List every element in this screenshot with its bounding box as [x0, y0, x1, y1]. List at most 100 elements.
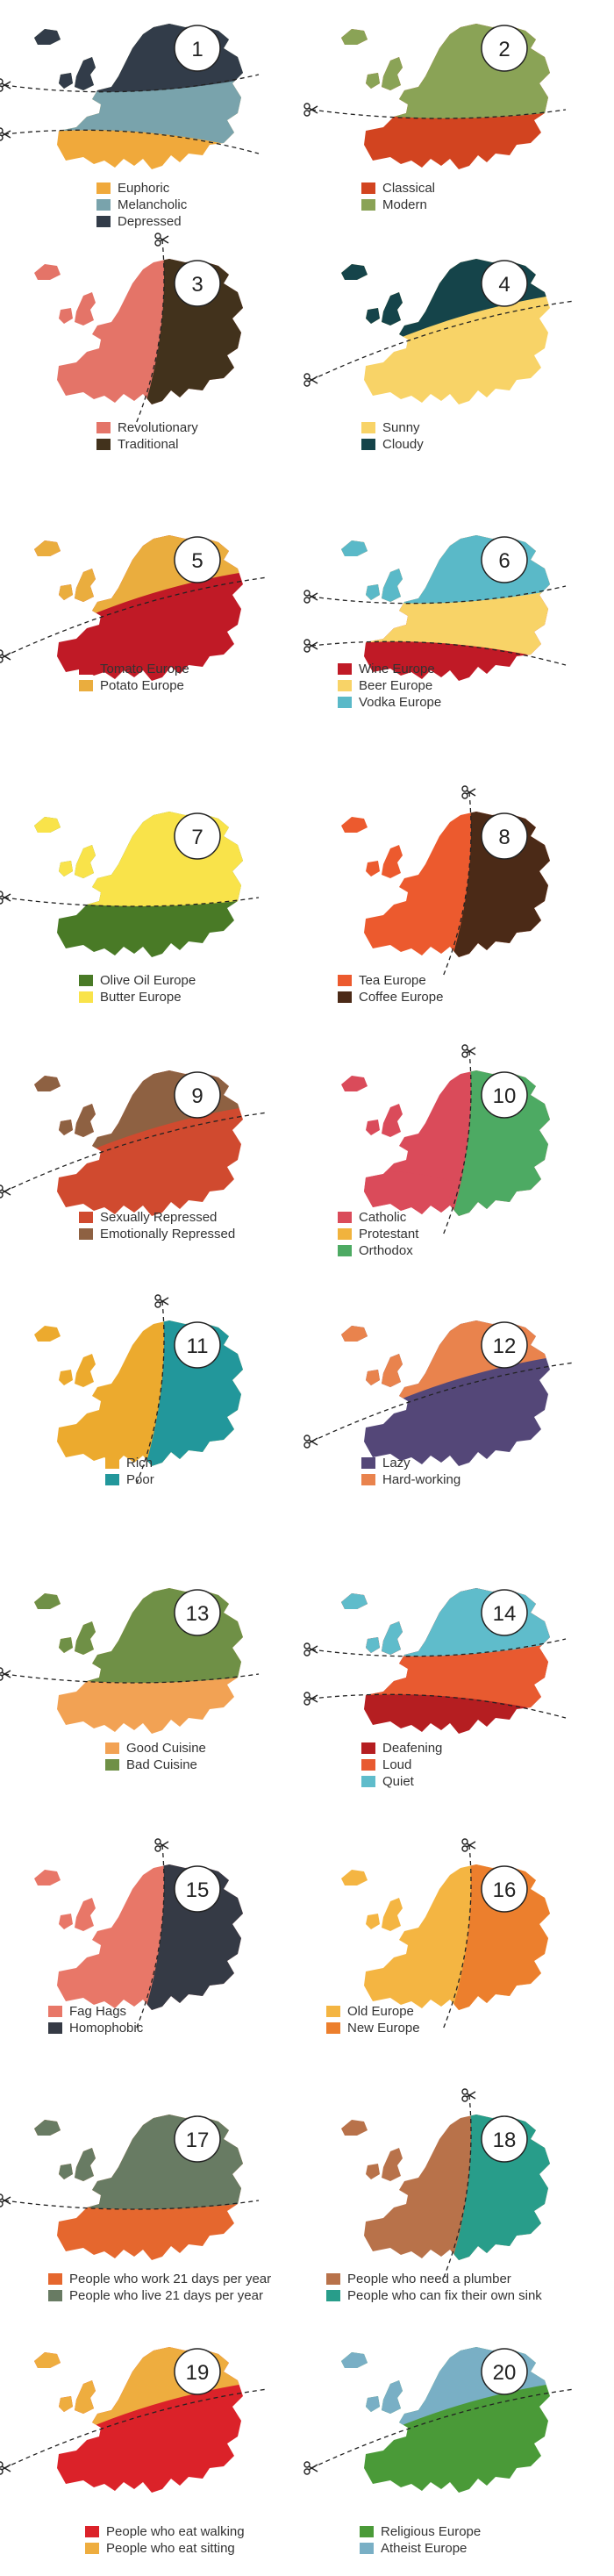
map-number: 9 [191, 1084, 203, 1108]
legend-item: Potato Europe [79, 677, 189, 694]
legend-label: Potato Europe [100, 678, 184, 693]
legend-swatch [361, 1742, 375, 1754]
legend-item: Revolutionary [96, 419, 198, 436]
legend-label: Old Europe [347, 2004, 414, 2019]
map-number-badge: 11 [174, 1321, 221, 1369]
scissors-icon [0, 2193, 11, 2207]
legend-swatch [361, 1474, 375, 1485]
legend-item: Rich [105, 1455, 154, 1471]
scissors-icon [0, 127, 11, 141]
legend-swatch [361, 422, 375, 433]
legend-swatch [105, 1474, 119, 1485]
legend-label: Depressed [118, 214, 182, 229]
legend-swatch [326, 2022, 340, 2034]
legend-swatch [361, 439, 375, 450]
legend-label: Protestant [359, 1227, 419, 1241]
map-number-badge: 10 [481, 1071, 528, 1119]
legend-item: Atheist Europe [360, 2540, 481, 2557]
map-number-badge: 20 [481, 2348, 528, 2395]
legend-item: Good Cuisine [105, 1740, 206, 1757]
map-number: 10 [493, 1084, 517, 1108]
legend-label: People who live 21 days per year [69, 2288, 263, 2303]
legend-swatch [338, 680, 352, 691]
map-panel-9: 9 Sexually Repressed Emotionally Repressed [0, 1047, 307, 1284]
scissors-icon [0, 891, 11, 905]
map-number-badge: 9 [174, 1071, 221, 1119]
europe-map-9: 9 [0, 1070, 268, 1216]
legend-item: People who eat walking [85, 2523, 245, 2540]
map-number-badge: 17 [174, 2115, 221, 2163]
map-legend: People who work 21 days per year People w… [48, 2271, 271, 2304]
scissors-icon [303, 1642, 318, 1657]
map-number-badge: 5 [174, 536, 221, 583]
europe-map-17: 17 [0, 2114, 260, 2260]
legend-swatch [361, 1457, 375, 1469]
europe-map-19: 19 [0, 2347, 268, 2493]
legend-label: Good Cuisine [126, 1741, 206, 1756]
legend-label: Homophobic [69, 2021, 144, 2036]
legend-item: Sexually Repressed [79, 1209, 235, 1226]
legend-label: Revolutionary [118, 420, 198, 435]
legend-item: Olive Oil Europe [79, 972, 196, 989]
legend-item: Poor [105, 1471, 154, 1488]
legend-label: Olive Oil Europe [100, 973, 196, 988]
legend-item: Classical [361, 180, 435, 197]
map-number: 17 [186, 2129, 210, 2152]
map-legend: Good Cuisine Bad Cuisine [105, 1740, 206, 1773]
legend-swatch [338, 991, 352, 1003]
legend-swatch [360, 2526, 374, 2537]
scissors-icon [461, 2088, 476, 2102]
scissors-icon [0, 78, 11, 92]
scissors-icon [303, 639, 318, 653]
map-legend: Lazy Hard-working [361, 1455, 460, 1488]
legend-label: Melancholic [118, 197, 188, 212]
map-number: 5 [191, 549, 203, 573]
map-panel-2: 2 Classical Modern [303, 0, 614, 237]
map-legend: Tea Europe Coffee Europe [338, 972, 443, 1005]
legend-item: New Europe [326, 2020, 420, 2036]
legend-item: People who need a plumber [326, 2271, 542, 2287]
map-legend: Religious Europe Atheist Europe [360, 2523, 481, 2557]
scissors-icon [303, 590, 318, 604]
legend-item: Coffee Europe [338, 989, 443, 1005]
legend-swatch [338, 1245, 352, 1256]
legend-item: Deafening [361, 1740, 442, 1757]
legend-item: Orthodox [338, 1242, 418, 1259]
legend-swatch [326, 2006, 340, 2017]
europe-map-16: 16 [341, 1838, 550, 2030]
map-number-badge: 14 [481, 1589, 528, 1636]
europe-map-11: 11 [34, 1294, 243, 1486]
legend-label: Beer Europe [359, 678, 433, 693]
legend-label: Orthodox [359, 1243, 413, 1258]
legend-swatch [105, 1457, 119, 1469]
legend-swatch [48, 2273, 62, 2285]
scissors-icon [303, 1435, 318, 1449]
legend-label: Lazy [382, 1456, 411, 1470]
map-legend: Rich Poor [105, 1455, 154, 1488]
map-number-badge: 18 [481, 2115, 528, 2163]
legend-item: Tea Europe [338, 972, 443, 989]
map-number: 15 [186, 1878, 210, 1902]
map-number-badge: 19 [174, 2348, 221, 2395]
map-number: 4 [498, 273, 510, 297]
europe-map-5: 5 [0, 535, 268, 681]
legend-item: Bad Cuisine [105, 1757, 206, 1773]
scissors-icon [154, 1838, 169, 1852]
legend-swatch [79, 663, 93, 675]
map-number-badge: 8 [481, 812, 528, 860]
legend-label: Poor [126, 1472, 154, 1487]
legend-label: Religious Europe [381, 2524, 482, 2539]
map-legend: Olive Oil Europe Butter Europe [79, 972, 196, 1005]
map-number-badge: 1 [174, 25, 221, 72]
legend-item: Butter Europe [79, 989, 196, 1005]
legend-label: Hard-working [382, 1472, 461, 1487]
map-panel-5: 5 Tomato Europe Potato Europe [0, 512, 307, 748]
legend-swatch [105, 1742, 119, 1754]
legend-item: Tomato Europe [79, 661, 189, 677]
map-panel-3: 3 Revolutionary Traditional [0, 233, 307, 472]
legend-item: People who eat sitting [85, 2540, 245, 2557]
legend-swatch [48, 2022, 62, 2034]
legend-label: Euphoric [118, 181, 170, 196]
europe-map-8: 8 [341, 785, 550, 977]
scissors-icon [303, 103, 318, 117]
